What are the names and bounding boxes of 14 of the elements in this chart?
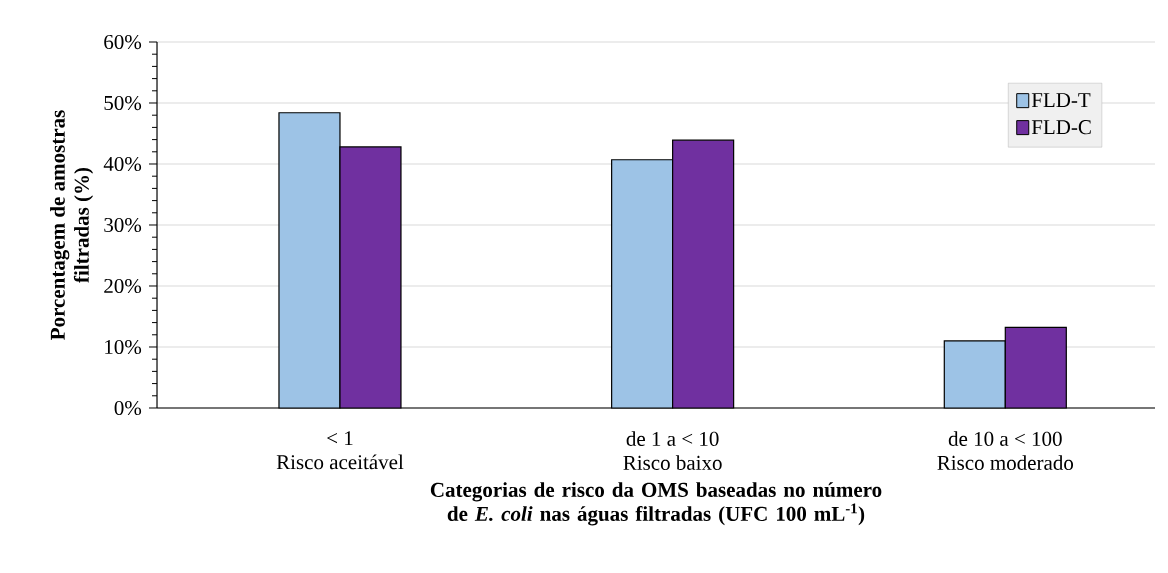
y-tick-label: 0% [114, 400, 142, 416]
x-tick-label: de 10 a < 100 Risco moderado [937, 431, 1074, 470]
y-tick-label: 30% [104, 217, 142, 233]
legend-label: FLD-T [1031, 93, 1091, 107]
y-tick-label: 10% [105, 339, 142, 355]
y-tick-label: 50% [104, 95, 142, 111]
x-tick-label: de 1 a < 10 Risco baixo [623, 431, 722, 470]
y-tick-label: 40% [103, 156, 142, 172]
y-tick-label: 60% [104, 34, 142, 50]
x-tick-label: < 1 Risco aceitável [276, 431, 404, 470]
legend-label: FLD-C [1031, 120, 1091, 135]
y-tick-label: 20% [104, 278, 142, 294]
x-axis-title: Categorias de risco da OMS baseadas no número de E. coli nas águas filtradas (UFC 100 mL$^{-1}$) [430, 482, 882, 526]
y-axis-title: Porcentagem de amostras filtradas (%) [50, 110, 94, 340]
